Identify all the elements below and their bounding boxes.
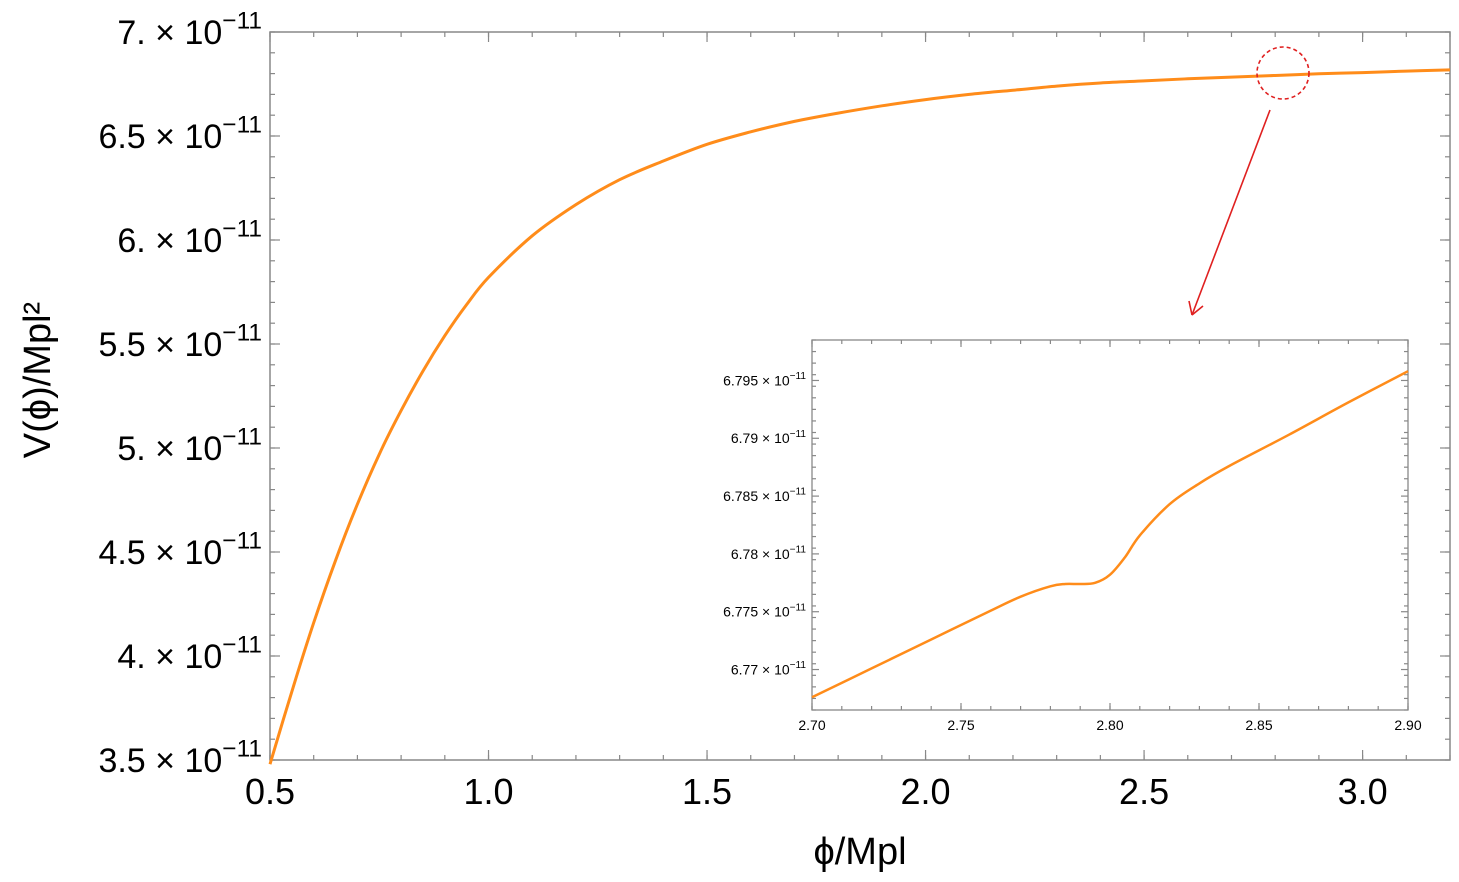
inset-y-tick-label: 6.785 × 10−11 [723,487,806,504]
inset-y-tick-label: 6.775 × 10−11 [723,602,806,619]
main-plot-frame [269,31,1451,761]
main-y-tick-labels: 3.5 × 10−11 4. × 10−11 4.5 × 10−11 5. × 10−… [98,8,262,780]
zoom-arrow [1191,109,1271,316]
main-ticks [269,31,1451,761]
inset-x-tick-label: 2.90 [1394,717,1421,733]
inset-y-tick-label: 6.79 × 10−11 [731,429,807,446]
y-axis-label: V(ϕ)/Mpl² [17,302,59,458]
main-y-tick-label: 6. × 10−11 [117,216,262,260]
main-y-tick-label: 6.5 × 10−11 [98,112,262,156]
main-y-tick-label: 4.5 × 10−11 [98,528,262,572]
main-x-tick-labels: 0.5 1.0 1.5 2.0 2.5 3.0 [245,771,1388,812]
inset-series-line [811,370,1409,699]
inset-ticks [811,339,1409,711]
main-x-tick-label: 2.5 [1119,771,1169,812]
main-y-tick-label: 5.5 × 10−11 [98,320,262,364]
inset-x-tick-label: 2.70 [798,717,825,733]
main-x-tick-label: 0.5 [245,771,295,812]
inset-x-tick-label: 2.85 [1245,717,1272,733]
main-y-tick-label: 5. × 10−11 [117,424,262,468]
main-x-tick-label: 1.5 [682,771,732,812]
main-y-tick-label: 4. × 10−11 [117,632,262,676]
main-x-tick-label: 2.0 [901,771,951,812]
inset-y-tick-labels: 6.77 × 10−11 6.775 × 10−11 6.78 × 10−11 6.7… [723,371,806,677]
inset-x-tick-labels: 2.70 2.75 2.80 2.85 2.90 [798,717,1421,733]
main-x-tick-label: 1.0 [463,771,513,812]
zoom-arrow-head [1188,300,1204,316]
main-y-tick-label: 3.5 × 10−11 [98,736,262,780]
main-x-tick-label: 3.0 [1338,771,1388,812]
inset-y-tick-label: 6.78 × 10−11 [731,545,807,562]
x-axis-label: ϕ/Mpl [813,831,906,873]
inset-y-tick-label: 6.77 × 10−11 [731,660,807,677]
zoom-highlight-circle [1256,46,1310,100]
main-y-tick-label: 7. × 10−11 [117,8,262,52]
main-series-line [268,68,1451,765]
inset-y-tick-label: 6.795 × 10−11 [723,371,806,388]
inset-x-tick-label: 2.80 [1096,717,1123,733]
inset-x-tick-label: 2.75 [947,717,974,733]
